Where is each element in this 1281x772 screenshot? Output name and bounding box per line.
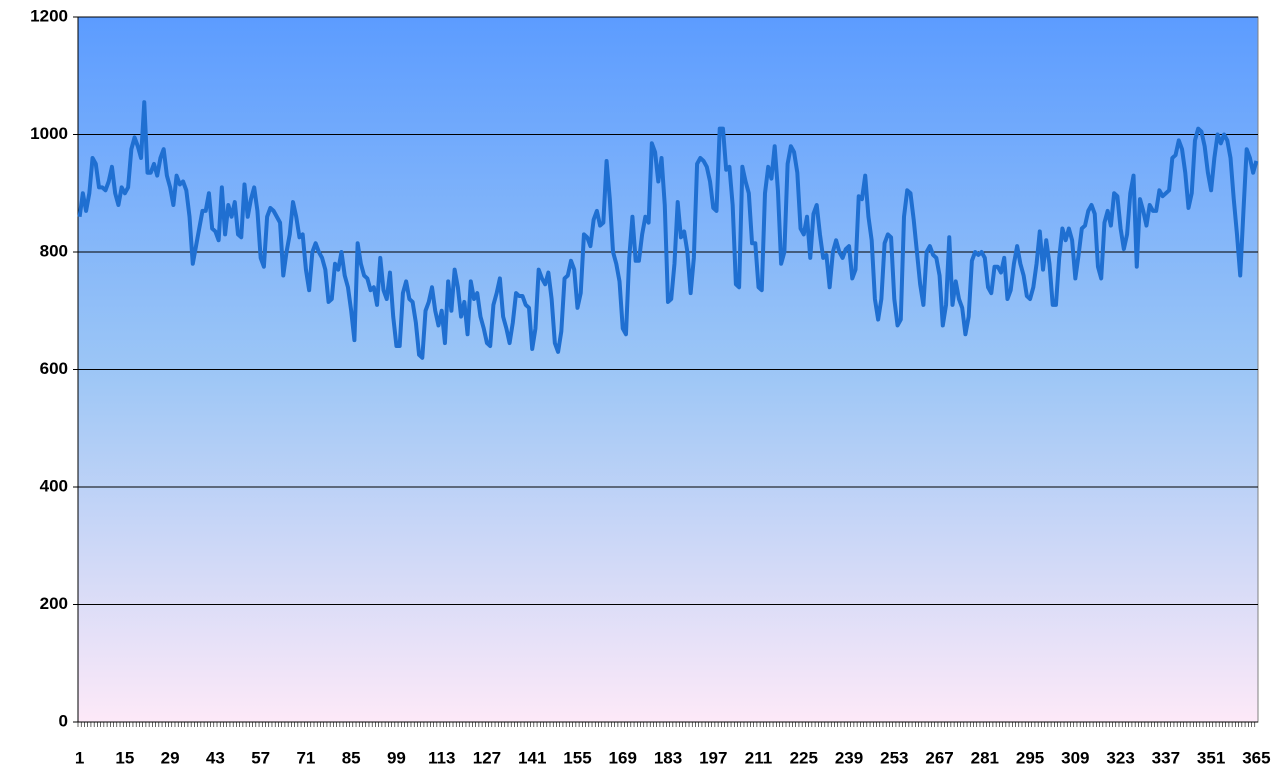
y-tick-label: 400 xyxy=(40,476,68,495)
x-tick-label: 1 xyxy=(75,748,84,767)
y-tick-label: 600 xyxy=(40,359,68,378)
x-tick-label: 57 xyxy=(251,748,270,767)
x-tick-label: 281 xyxy=(971,748,999,767)
data-line xyxy=(77,100,1259,360)
x-tick-label: 15 xyxy=(115,748,134,767)
x-tick-label: 267 xyxy=(925,748,953,767)
y-tick-label: 800 xyxy=(40,241,68,260)
y-tick-label: 200 xyxy=(40,594,68,613)
x-tick-label: 169 xyxy=(609,748,637,767)
y-tick-label: 0 xyxy=(59,711,68,730)
x-tick-label: 337 xyxy=(1152,748,1180,767)
y-tick-label: 1200 xyxy=(30,6,68,25)
x-tick-label: 71 xyxy=(296,748,315,767)
x-tick-label: 127 xyxy=(473,748,501,767)
y-tick-label: 1000 xyxy=(30,124,68,143)
x-tick-label: 183 xyxy=(654,748,682,767)
x-tick-label: 323 xyxy=(1106,748,1134,767)
x-tick-label: 141 xyxy=(518,748,546,767)
x-tick-label: 295 xyxy=(1016,748,1044,767)
x-tick-label: 253 xyxy=(880,748,908,767)
x-tick-label: 99 xyxy=(387,748,406,767)
x-tick-label: 351 xyxy=(1197,748,1225,767)
x-tick-label: 197 xyxy=(699,748,727,767)
x-tick-label: 113 xyxy=(428,748,455,767)
x-tick-label: 85 xyxy=(342,748,361,767)
x-tick-label: 365 xyxy=(1242,748,1270,767)
x-tick-label: 43 xyxy=(206,748,225,767)
x-tick-label: 239 xyxy=(835,748,863,767)
x-tick-label: 155 xyxy=(563,748,591,767)
x-tick-label: 29 xyxy=(161,748,180,767)
x-tick-label: 309 xyxy=(1061,748,1089,767)
x-tick-label: 211 xyxy=(745,748,772,767)
x-tick-label: 225 xyxy=(790,748,818,767)
